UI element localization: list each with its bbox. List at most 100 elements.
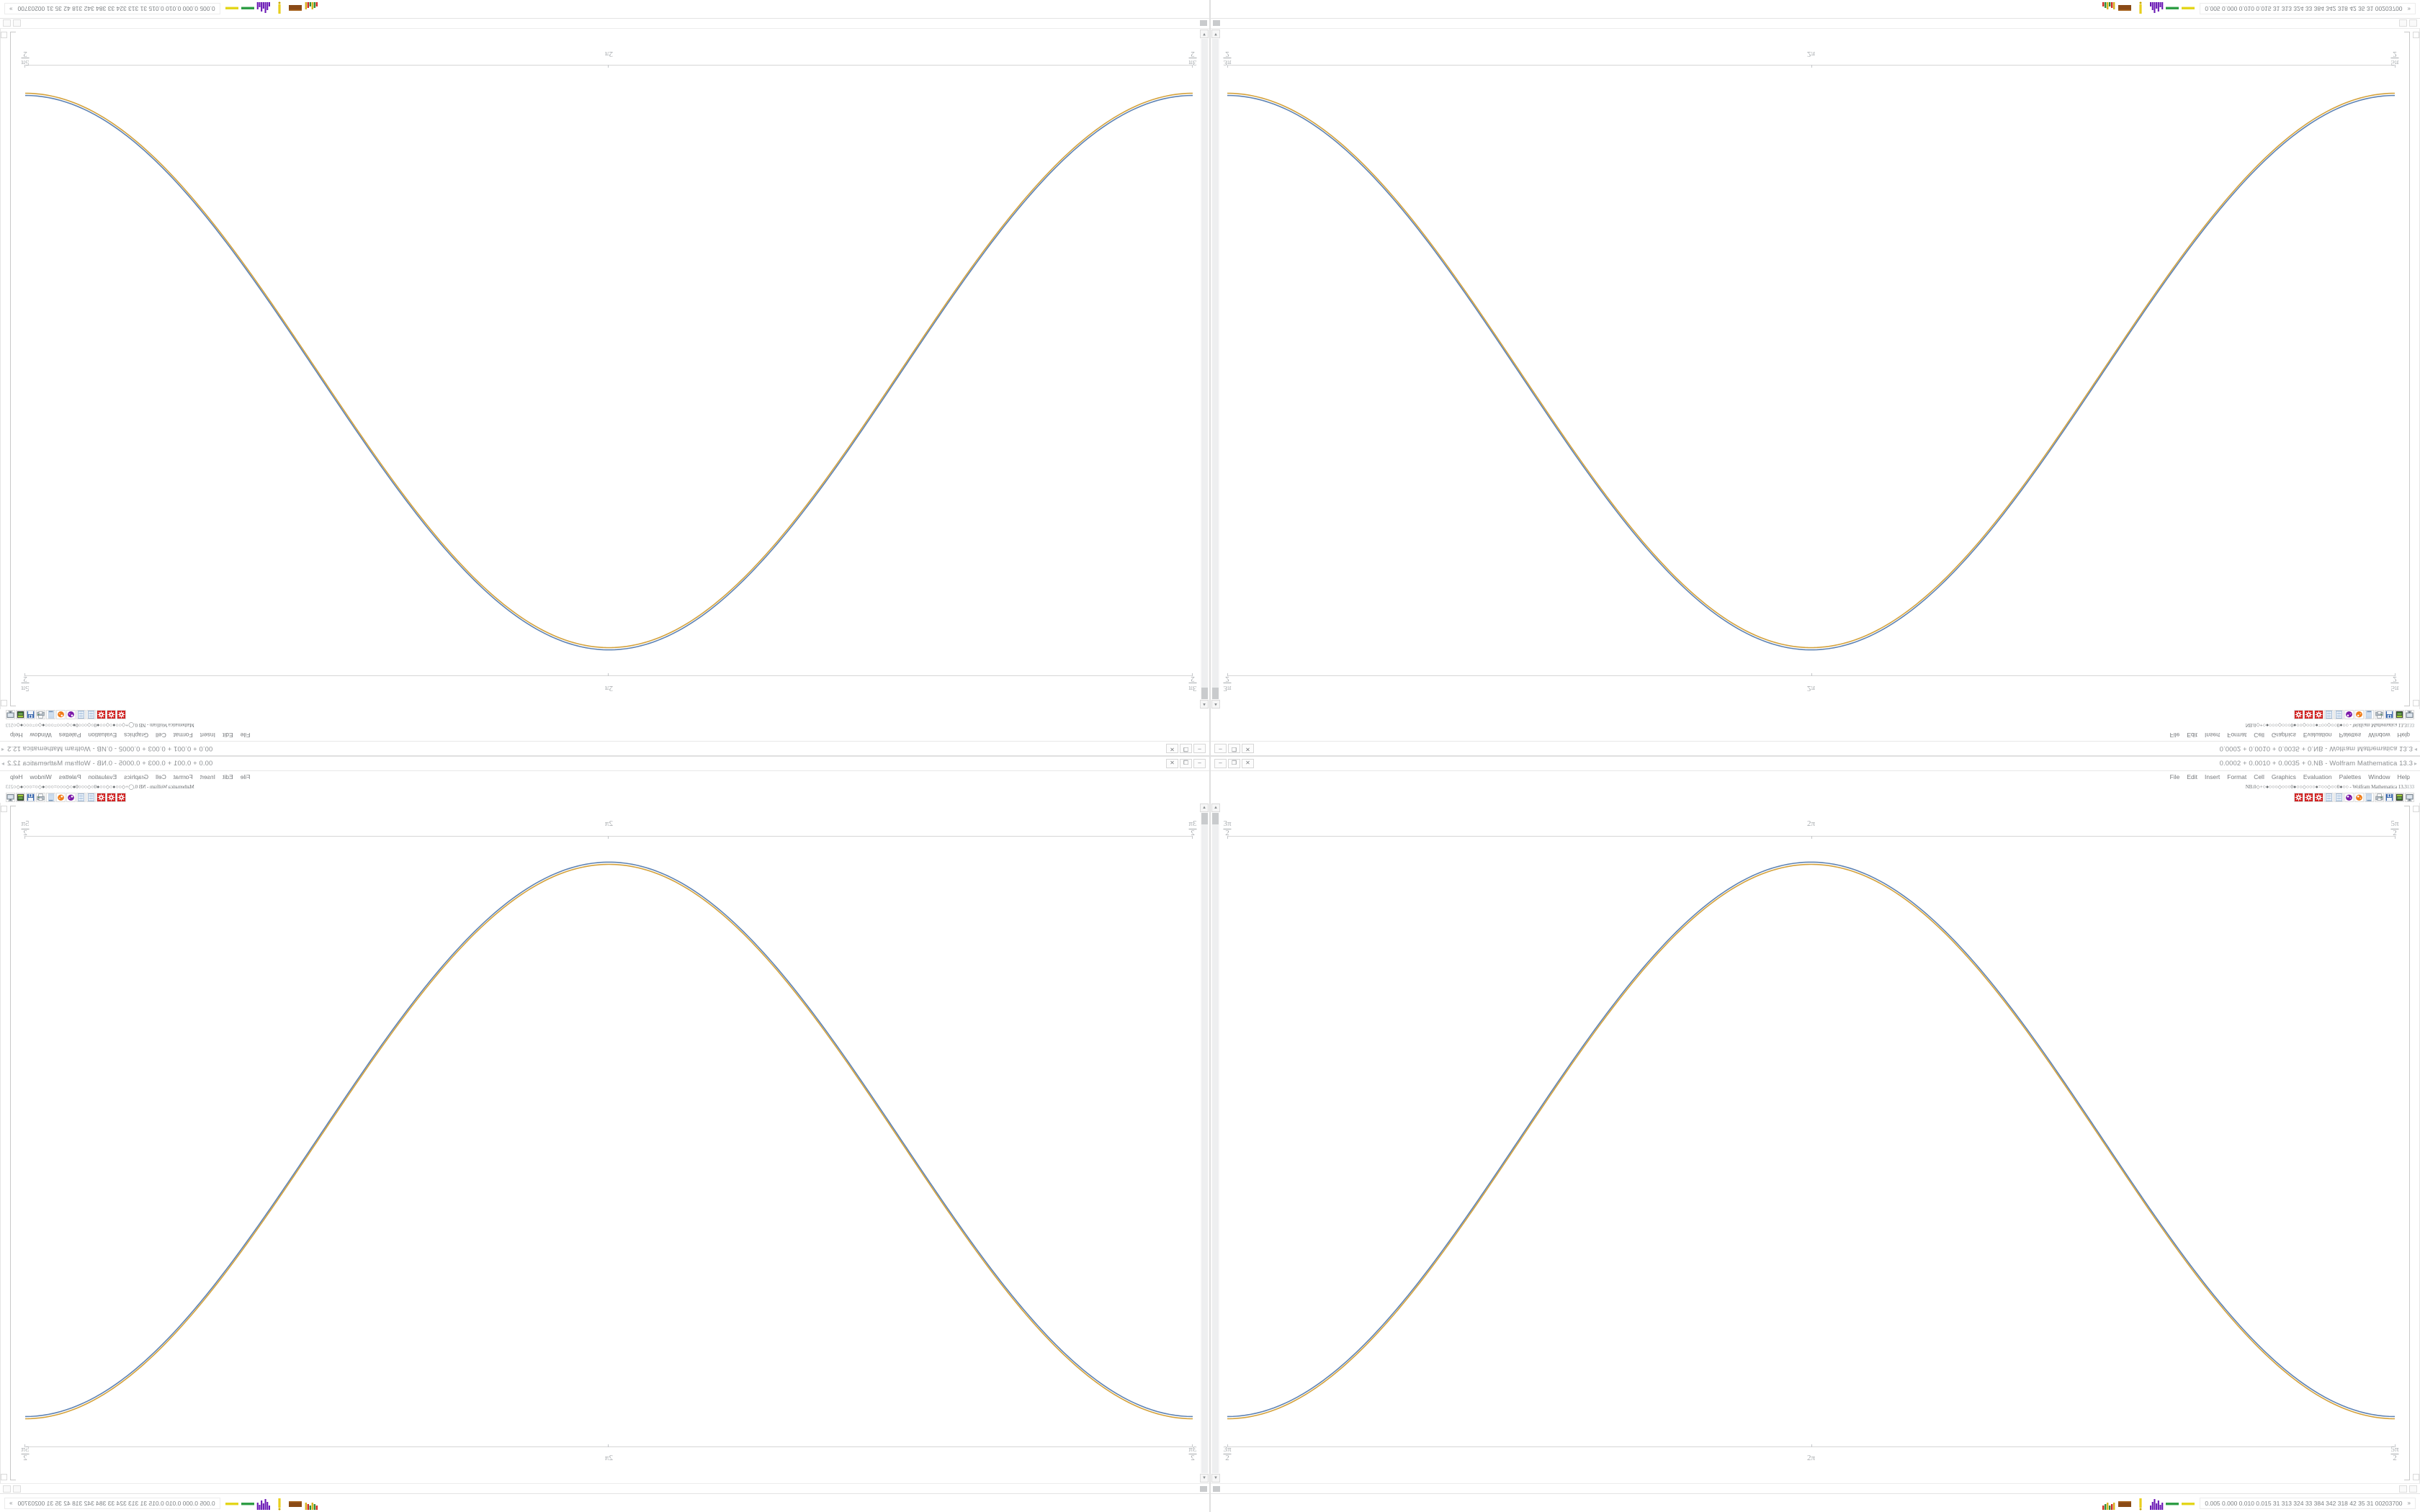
document-lined-icon[interactable] bbox=[2334, 792, 2344, 802]
palette-purple-icon[interactable] bbox=[2344, 792, 2354, 802]
menu-item-cell[interactable]: Cell bbox=[156, 732, 166, 739]
taskbar-app-purple-bars-icon[interactable] bbox=[2149, 1497, 2164, 1511]
monitor-icon[interactable] bbox=[2405, 710, 2414, 720]
monitor-icon[interactable] bbox=[2405, 792, 2414, 802]
palette-orange-icon[interactable] bbox=[2354, 710, 2364, 720]
menu-item-graphics[interactable]: Graphics bbox=[124, 773, 149, 780]
vertical-scrollbar[interactable]: ▲ ▼ bbox=[1210, 29, 1220, 709]
rail-box-top[interactable] bbox=[1, 700, 7, 706]
scroll-thumb[interactable] bbox=[1212, 813, 1219, 824]
sheet-strip[interactable] bbox=[0, 19, 1210, 29]
taskbar-app-chart-icon[interactable] bbox=[304, 1497, 318, 1511]
scroll-down-arrow[interactable]: ▼ bbox=[1200, 30, 1209, 38]
tray-chevron-icon[interactable]: » bbox=[2407, 6, 2411, 12]
menu-item-insert[interactable]: Insert bbox=[200, 773, 215, 780]
palette-orange-icon[interactable] bbox=[56, 792, 66, 802]
monitor-icon[interactable] bbox=[6, 710, 15, 720]
sheet-button[interactable] bbox=[3, 1485, 11, 1493]
printer-icon[interactable] bbox=[36, 710, 45, 720]
taskbar-app-yellow-pin-icon[interactable] bbox=[2133, 1497, 2148, 1511]
palette-purple-icon[interactable] bbox=[66, 792, 76, 802]
taskbar[interactable]: 0.005 0.000 0.010 0.015 31 313 324 33 38… bbox=[1210, 1493, 2420, 1512]
notebook-pages-icon[interactable] bbox=[46, 710, 55, 720]
palette-purple-icon[interactable] bbox=[66, 710, 76, 720]
rail-box-bottom[interactable] bbox=[2413, 1474, 2419, 1480]
document-lined-icon[interactable] bbox=[86, 710, 96, 720]
taskbar-app-yellow-bar-icon[interactable] bbox=[225, 1, 239, 16]
taskbar-app-chart-icon[interactable] bbox=[2102, 1497, 2116, 1511]
menu-item-file[interactable]: File bbox=[2169, 732, 2180, 739]
scroll-down-arrow[interactable]: ▼ bbox=[1211, 1474, 1220, 1482]
gear-red-icon[interactable] bbox=[2294, 792, 2303, 802]
taskbar-app-chart-icon[interactable] bbox=[2102, 1, 2116, 16]
menu-item-evaluation[interactable]: Evaluation bbox=[88, 773, 117, 780]
menu-item-file[interactable]: File bbox=[240, 732, 251, 739]
menu-bar[interactable]: File Edit Insert Format Cell Graphics Ev… bbox=[0, 771, 1210, 782]
taskbar-app-green-bar-icon[interactable] bbox=[241, 1497, 255, 1511]
menu-item-graphics[interactable]: Graphics bbox=[124, 732, 149, 739]
cell-bracket[interactable] bbox=[2404, 32, 2410, 706]
palette-purple-icon[interactable] bbox=[2344, 710, 2354, 720]
menu-item-cell[interactable]: Cell bbox=[156, 773, 166, 780]
gear-red-icon[interactable] bbox=[2314, 792, 2323, 802]
tool-bar[interactable] bbox=[1210, 791, 2420, 803]
vertical-scrollbar[interactable]: ▲ ▼ bbox=[1200, 29, 1210, 709]
maximize-button[interactable]: ❐ bbox=[1180, 744, 1192, 754]
calculator-green-icon[interactable] bbox=[16, 792, 25, 802]
printer-icon[interactable] bbox=[2375, 792, 2384, 802]
taskbar-app-brown-block-icon[interactable] bbox=[2118, 1, 2132, 16]
window-controls[interactable]: – ❐ ✕ bbox=[1214, 758, 1254, 768]
menu-item-help[interactable]: Help bbox=[2397, 732, 2410, 739]
scroll-track[interactable] bbox=[1212, 39, 1219, 699]
scroll-down-arrow[interactable]: ▼ bbox=[1200, 1474, 1209, 1482]
menu-item-file[interactable]: File bbox=[2169, 773, 2180, 780]
taskbar-app-icons[interactable] bbox=[225, 1, 318, 17]
menu-item-palettes[interactable]: Palettes bbox=[58, 732, 81, 739]
window-controls[interactable]: – ❐ ✕ bbox=[1166, 744, 1206, 754]
sheet-button[interactable] bbox=[13, 1485, 21, 1493]
notebook-pages-icon[interactable] bbox=[46, 792, 55, 802]
minimize-button[interactable]: – bbox=[1214, 758, 1227, 768]
taskbar-app-icons[interactable] bbox=[225, 1495, 318, 1511]
taskbar-app-yellow-pin-icon[interactable] bbox=[272, 1497, 287, 1511]
input-cell-strip[interactable]: Mathematica Wolfram - NB 0.◯+◇○○●○◇○○●0○… bbox=[0, 782, 1210, 791]
scroll-up-arrow[interactable]: ▲ bbox=[1200, 700, 1209, 708]
taskbar-app-green-bar-icon[interactable] bbox=[2165, 1497, 2179, 1511]
printer-icon[interactable] bbox=[2375, 710, 2384, 720]
gear-red-icon[interactable] bbox=[2304, 792, 2313, 802]
scroll-up-arrow[interactable]: ▲ bbox=[1211, 700, 1220, 708]
close-button[interactable]: ✕ bbox=[1242, 758, 1254, 768]
sheet-strip[interactable] bbox=[1210, 19, 2420, 29]
scroll-up-arrow[interactable]: ▲ bbox=[1211, 804, 1220, 812]
close-button[interactable]: ✕ bbox=[1242, 744, 1254, 754]
taskbar-app-yellow-bar-icon[interactable] bbox=[2181, 1497, 2195, 1511]
menu-item-window[interactable]: Window bbox=[2368, 773, 2390, 780]
input-cell-strip[interactable]: NB.0◇+○●○○○◇○○○0●○○◇○○○●=○○◇○○0●○○ - Wol… bbox=[1210, 782, 2420, 791]
floppy-save-icon[interactable] bbox=[2385, 710, 2394, 720]
window-controls[interactable]: – ❐ ✕ bbox=[1214, 744, 1254, 754]
taskbar[interactable]: 0.005 0.000 0.010 0.015 31 313 324 33 38… bbox=[1210, 0, 2420, 19]
maximize-button[interactable]: ❐ bbox=[1180, 758, 1192, 768]
menu-item-edit[interactable]: Edit bbox=[2187, 732, 2197, 739]
document-lined-icon[interactable] bbox=[76, 792, 86, 802]
menu-item-edit[interactable]: Edit bbox=[223, 773, 233, 780]
menu-item-edit[interactable]: Edit bbox=[223, 732, 233, 739]
h-scroll-thumb[interactable] bbox=[1213, 1485, 1220, 1492]
tray-chevron-icon[interactable]: » bbox=[2407, 1500, 2411, 1506]
h-scroll-thumb[interactable] bbox=[1200, 1485, 1207, 1492]
taskbar-app-icons[interactable] bbox=[2102, 1495, 2195, 1511]
taskbar-app-brown-block-icon[interactable] bbox=[288, 1497, 302, 1511]
menu-item-insert[interactable]: Insert bbox=[200, 732, 215, 739]
menu-item-palettes[interactable]: Palettes bbox=[2339, 773, 2362, 780]
maximize-button[interactable]: ❐ bbox=[1228, 744, 1240, 754]
window-controls[interactable]: – ❐ ✕ bbox=[1166, 758, 1206, 768]
sheet-button[interactable] bbox=[2399, 1485, 2407, 1493]
notebook-pages-icon[interactable] bbox=[2365, 792, 2374, 802]
notebook-pages-icon[interactable] bbox=[2365, 710, 2374, 720]
sheet-button[interactable] bbox=[3, 19, 11, 27]
menu-item-graphics[interactable]: Graphics bbox=[2271, 773, 2296, 780]
rail-box-bottom[interactable] bbox=[1, 1474, 7, 1480]
cell-bracket[interactable] bbox=[10, 806, 16, 1480]
calculator-green-icon[interactable] bbox=[2395, 792, 2404, 802]
palette-orange-icon[interactable] bbox=[2354, 792, 2364, 802]
